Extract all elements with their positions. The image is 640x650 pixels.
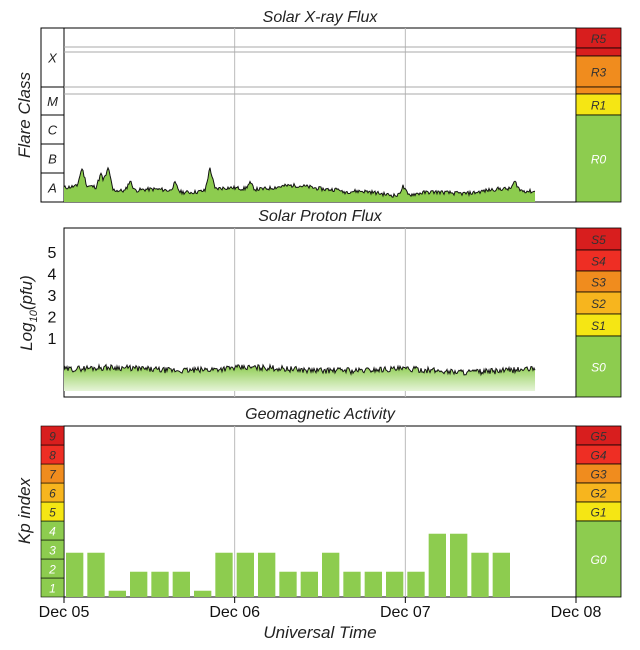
kp-color-column: 1 2 3 4 5 6 7 8 9 <box>40 425 65 598</box>
scale-label-s0: S0 <box>591 361 606 375</box>
kp-tick-9: 9 <box>49 430 56 444</box>
kp-bar <box>194 590 212 597</box>
proton-area <box>64 364 536 391</box>
kp-ylabel: Kp index <box>15 477 34 544</box>
xray-series <box>63 166 536 202</box>
x-tick-label: Dec 06 <box>209 604 260 621</box>
scale-band-r4 <box>575 47 622 57</box>
kp-bar <box>471 552 489 597</box>
proton-series <box>63 363 536 391</box>
kp-tick-2: 2 <box>48 563 56 577</box>
kp-grid <box>234 426 406 597</box>
kp-tick-7: 7 <box>49 468 57 482</box>
proton-ylabel-sub: 10 <box>28 309 40 322</box>
proton-tick-1: 1 <box>48 331 57 348</box>
proton-ylabel-unit: (pfu) <box>17 275 36 310</box>
kp-bar <box>386 571 404 597</box>
scale-label-s1: S1 <box>591 319 606 333</box>
scale-label-s5: S5 <box>591 233 606 247</box>
kp-bar <box>407 571 425 597</box>
kp-tick-5: 5 <box>49 506 56 520</box>
proton-ylabel-log: Log <box>17 322 36 351</box>
scale-band-r0 <box>575 114 622 203</box>
x-tick-label: Dec 07 <box>380 604 431 621</box>
proton-tick-4: 4 <box>48 267 57 284</box>
kp-bar <box>151 571 169 597</box>
kp-bar <box>364 571 382 597</box>
scale-label-s2: S2 <box>591 297 606 311</box>
kp-g-scale: G5 G4 G3 G2 G1 G0 <box>575 425 622 598</box>
kp-bar <box>66 552 84 597</box>
kp-bar <box>258 552 276 597</box>
x-axis-label: Universal Time <box>263 623 376 642</box>
scale-label-g1: G1 <box>590 506 606 520</box>
scale-label-r3: R3 <box>591 66 607 80</box>
kp-bar <box>300 571 318 597</box>
x-tick-label: Dec 08 <box>551 604 602 621</box>
scale-band-g0 <box>575 520 622 598</box>
kp-panel: Geomagnetic Activity Kp index 123456789 … <box>15 406 622 642</box>
xray-ylabel: Flare Class <box>15 72 34 158</box>
x-tick-label: Dec 05 <box>39 604 90 621</box>
kp-bar <box>130 571 148 597</box>
kp-bar <box>450 533 468 597</box>
kp-bar <box>108 590 126 597</box>
kp-bar <box>428 533 446 597</box>
class-label-b: B <box>48 152 57 167</box>
scale-label-s3: S3 <box>591 276 606 290</box>
kp-tick-4: 4 <box>49 525 56 539</box>
scale-band-r2 <box>575 86 622 95</box>
x-axis-ticks: Dec 05 Dec 06 Dec 07 Dec 08 <box>39 597 602 621</box>
scale-label-r1: R1 <box>591 99 606 113</box>
scale-label-g3: G3 <box>590 468 606 482</box>
scale-band-r3 <box>575 55 622 88</box>
kp-bar <box>172 571 190 597</box>
kp-bar <box>322 552 340 597</box>
proton-s-scale: S5 S4 S3 S2 S1 S0 <box>575 227 622 398</box>
kp-tick-1: 1 <box>49 582 56 596</box>
scale-label-g0: G0 <box>590 553 606 567</box>
xray-r-scale: R5 R3 R1 R0 <box>575 27 622 203</box>
kp-bar <box>215 552 233 597</box>
kp-bar <box>87 552 105 597</box>
class-label-x: X <box>47 51 58 66</box>
proton-y-ticks: 1 2 3 4 5 <box>48 245 57 348</box>
proton-tick-5: 5 <box>48 245 57 262</box>
kp-tick-6: 6 <box>49 487 56 501</box>
kp-bar <box>492 552 510 597</box>
proton-ylabel: Log10(pfu) <box>17 275 40 351</box>
proton-line <box>63 363 536 377</box>
proton-tick-3: 3 <box>48 288 57 305</box>
kp-bar <box>236 552 254 597</box>
kp-plot-area <box>63 425 577 598</box>
scale-label-r0: R0 <box>591 153 607 167</box>
scale-label-g4: G4 <box>590 449 606 463</box>
scale-label-g5: G5 <box>590 430 606 444</box>
kp-bars <box>66 533 510 597</box>
kp-tick-8: 8 <box>49 449 56 463</box>
xray-line <box>63 166 536 198</box>
kp-tick-3: 3 <box>49 544 56 558</box>
xray-plot-area <box>63 27 577 203</box>
class-label-a: A <box>47 181 57 196</box>
proton-tick-2: 2 <box>48 310 57 327</box>
xray-grid <box>64 28 576 202</box>
kp-title: Geomagnetic Activity <box>245 406 396 423</box>
kp-band-9 <box>40 425 65 446</box>
kp-bar <box>343 571 361 597</box>
xray-title: Solar X-ray Flux <box>263 9 379 26</box>
scale-label-s4: S4 <box>591 255 606 269</box>
scale-label-r5: R5 <box>591 32 607 46</box>
kp-bar <box>279 571 297 597</box>
scale-band-s0 <box>575 335 622 398</box>
scale-label-g2: G2 <box>590 487 606 501</box>
proton-title: Solar Proton Flux <box>258 208 383 225</box>
class-label-m: M <box>47 94 58 109</box>
class-label-c: C <box>48 123 58 138</box>
